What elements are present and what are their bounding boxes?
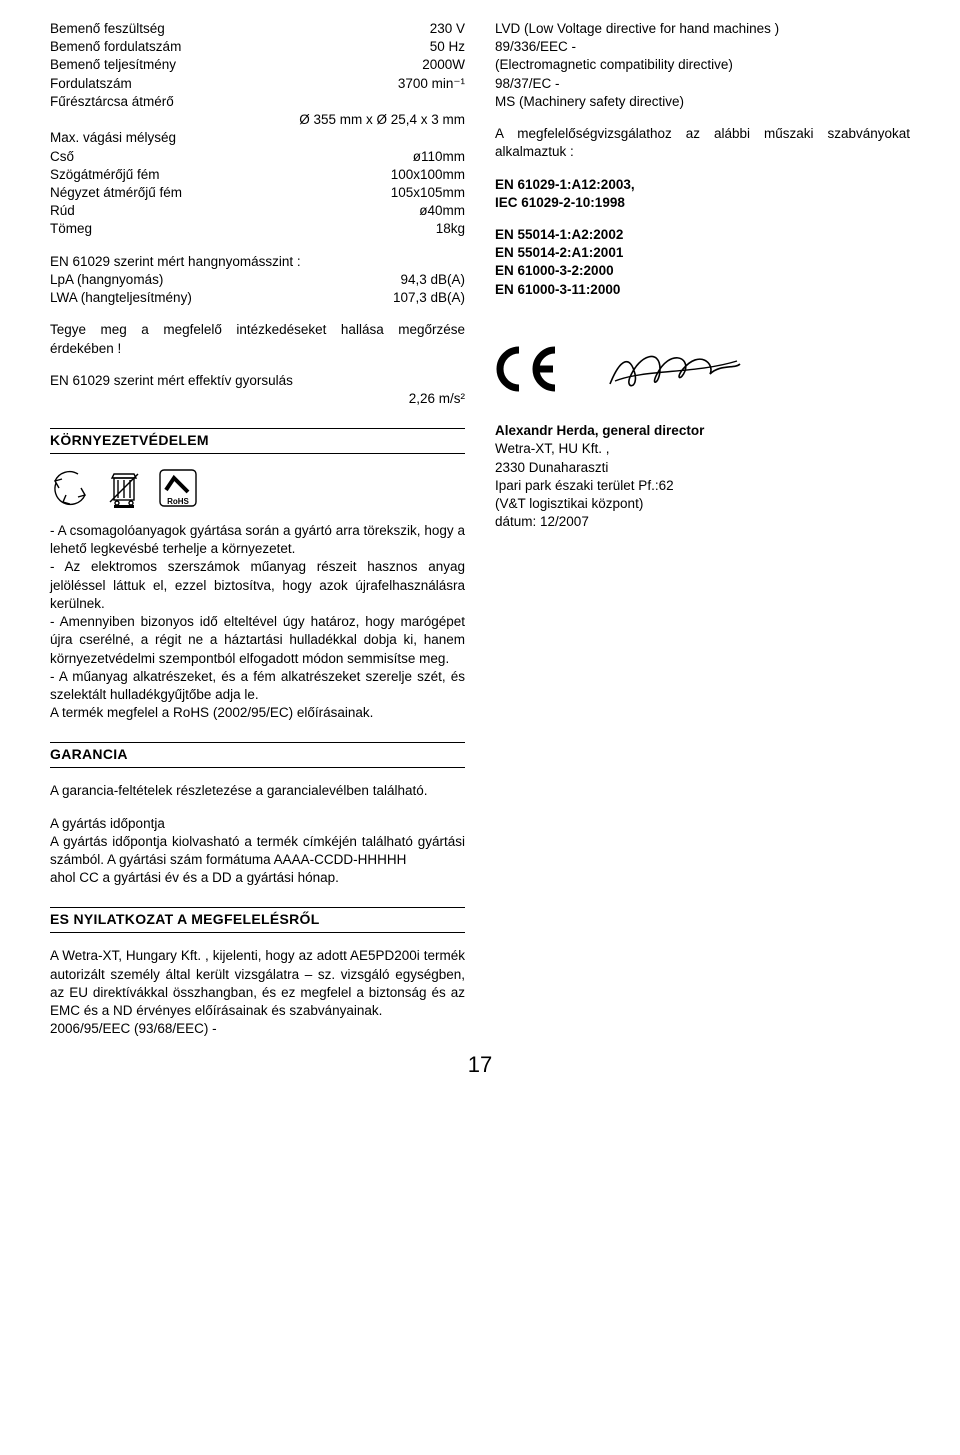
spec-value: 18kg [436,220,465,238]
spec-value: 100x100mm [391,166,465,184]
directive-line: MS (Machinery safety directive) [495,93,910,111]
company-line: dátum: 12/2007 [495,513,910,531]
spec-value: 3700 min⁻¹ [398,75,465,93]
env-para: - Amennyiben bizonyos idő elteltével úgy… [50,613,465,668]
standard-line: IEC 61029-2-10:1998 [495,194,910,212]
env-heading: KÖRNYEZETVÉDELEM [50,428,465,454]
standard-line: EN 61000-3-11:2000 [495,281,910,299]
page-columns: Bemenő feszültség 230 V Bemenő fordulatsz… [50,20,910,1038]
accel-value: 2,26 m/s² [50,390,465,408]
spec-row: Bemenő fordulatszám 50 Hz [50,38,465,56]
env-para: A termék megfelel a RoHS (2002/95/EC) el… [50,704,465,722]
weee-bin-icon [104,468,144,508]
spec-table: Bemenő feszültség 230 V Bemenő fordulatsz… [50,20,465,239]
spec-value: Ø 355 mm x Ø 25,4 x 3 mm [299,111,465,129]
env-para: - A műanyag alkatrészeket, és a fém alka… [50,668,465,704]
spec-label: Max. vágási mélység [50,129,176,147]
spec-label: Bemenő teljesítmény [50,56,176,74]
spec-row: Tömeg 18kg [50,220,465,238]
spec-value: ø40mm [419,202,465,220]
left-column: Bemenő feszültség 230 V Bemenő fordulatsz… [50,20,465,1038]
spec-label: Tömeg [50,220,92,238]
standard-line: EN 61000-3-2:2000 [495,262,910,280]
spec-value: 50 Hz [430,38,465,56]
manufacture-date-text2: ahol CC a gyártási év és a DD a gyártási… [50,869,465,887]
declaration-heading: ES NYILATKOZAT A MEGFELELÉSRŐL [50,907,465,933]
standard-line: EN 55014-1:A2:2002 [495,226,910,244]
spec-row: Négyzet átmérőjű fém 105x105mm [50,184,465,202]
spec-value: ø110mm [413,148,465,166]
standards-block-1: EN 61029-1:A12:2003, IEC 61029-2-10:1998 [495,176,910,212]
spec-value: 230 V [430,20,465,38]
recycle-icon [50,468,90,508]
spec-row: Szögátmérőjű fém 100x100mm [50,166,465,184]
noise-label: LpA (hangnyomás) [50,271,163,289]
company-line: 2330 Dunaharaszti [495,459,910,477]
director-name: Alexandr Herda, general director [495,422,910,440]
spec-value: 105x105mm [391,184,465,202]
warranty-text: A garancia-feltételek részletezése a gar… [50,782,465,800]
spec-row: Ø 355 mm x Ø 25,4 x 3 mm [50,111,465,129]
env-icons-row: RoHS [50,468,465,508]
company-line: Ipari park északi terület Pf.:62 [495,477,910,495]
directive-line: 89/336/EEC - [495,38,910,56]
env-para: - A csomagolóanyagok gyártása során a gy… [50,522,465,558]
warranty-heading: GARANCIA [50,742,465,768]
hearing-warning: Tegye meg a megfelelő intézkedéseket hal… [50,321,465,357]
svg-text:RoHS: RoHS [167,497,189,506]
page-number: 17 [50,1050,910,1080]
directive-line: 98/37/EC - [495,75,910,93]
noise-value: 94,3 dB(A) [400,271,465,289]
company-line: Wetra-XT, HU Kft. , [495,440,910,458]
director-block: Alexandr Herda, general director Wetra-X… [495,422,910,531]
conformity-text: A megfelelőségvizsgálathoz az alábbi műs… [495,125,910,161]
spec-value: 2000W [422,56,465,74]
env-para: - Az elektromos szerszámok műanyag része… [50,558,465,613]
accel-block: EN 61029 szerint mért effektív gyorsulás… [50,372,465,408]
declaration-text: A Wetra-XT, Hungary Kft. , kijelenti, ho… [50,947,465,1020]
spec-label: Négyzet átmérőjű fém [50,184,182,202]
directive-line: (Electromagnetic compatibility directive… [495,56,910,74]
spec-row: Fűrésztárcsa átmérő [50,93,465,111]
spec-row: Rúd ø40mm [50,202,465,220]
spec-row: Bemenő teljesítmény 2000W [50,56,465,74]
spec-row: Cső ø110mm [50,148,465,166]
accel-label: EN 61029 szerint mért effektív gyorsulás [50,372,465,390]
standards-block-2: EN 55014-1:A2:2002 EN 55014-2:A1:2001 EN… [495,226,910,299]
spec-label: Fordulatszám [50,75,132,93]
spec-label: Rúd [50,202,75,220]
spec-label: Bemenő feszültség [50,20,165,38]
ce-signature-row [495,339,910,404]
ce-mark-icon [495,344,565,399]
directive-line: LVD (Low Voltage directive for hand mach… [495,20,910,38]
manufacture-date-text: A gyártás időpontja kiolvasható a termék… [50,833,465,869]
spec-row: Fordulatszám 3700 min⁻¹ [50,75,465,93]
standard-line: EN 61029-1:A12:2003, [495,176,910,194]
declaration-text2: 2006/95/EEC (93/68/EEC) - [50,1020,465,1038]
manufacture-date-heading: A gyártás időpontja [50,815,465,833]
noise-row: LpA (hangnyomás) 94,3 dB(A) [50,271,465,289]
standard-line: EN 55014-2:A1:2001 [495,244,910,262]
right-column: LVD (Low Voltage directive for hand mach… [495,20,910,1038]
spec-row: Max. vágási mélység [50,129,465,147]
noise-value: 107,3 dB(A) [393,289,465,307]
signature-icon [605,339,745,404]
noise-row: LWA (hangteljesítmény) 107,3 dB(A) [50,289,465,307]
noise-heading: EN 61029 szerint mért hangnyomásszint : [50,253,465,271]
spec-label: Cső [50,148,74,166]
spec-row: Bemenő feszültség 230 V [50,20,465,38]
rohs-icon: RoHS [158,468,198,508]
noise-label: LWA (hangteljesítmény) [50,289,192,307]
spec-label: Bemenő fordulatszám [50,38,181,56]
spec-label: Szögátmérőjű fém [50,166,160,184]
company-line: (V&T logisztikai központ) [495,495,910,513]
spec-label: Fűrésztárcsa átmérő [50,93,174,111]
